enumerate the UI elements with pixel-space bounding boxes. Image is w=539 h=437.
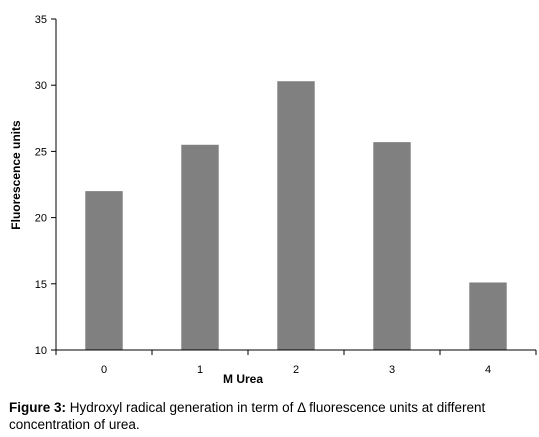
x-tick-label: 4 <box>485 364 491 376</box>
y-tick-label: 35 <box>35 14 47 26</box>
y-axis: 10 15 20 25 30 35 <box>35 14 57 357</box>
bar-4 <box>469 282 507 350</box>
figure-caption-label: Figure 3: <box>9 400 67 415</box>
figure-caption-text: Hydroxyl radical generation in term of Δ… <box>9 400 486 432</box>
x-tick-label: 0 <box>101 364 107 376</box>
y-tick-label: 30 <box>35 80 47 92</box>
y-tick-label: 15 <box>35 279 47 291</box>
bar-0 <box>85 191 123 350</box>
x-tick-label: 2 <box>293 364 299 376</box>
bar-1 <box>181 144 219 350</box>
y-axis-label: Fluorescence units <box>9 120 23 230</box>
figure-caption: Figure 3: Hydroxyl radical generation in… <box>9 399 533 433</box>
x-tick-label: 3 <box>389 364 395 376</box>
y-tick-label: 10 <box>35 345 47 357</box>
bar-chart: 10 15 20 25 30 35 0 1 2 3 4 Fluorescence units M … <box>9 14 537 386</box>
y-tick-label: 20 <box>35 213 47 225</box>
bar-2 <box>277 81 315 350</box>
y-tick-label: 25 <box>35 146 47 158</box>
x-axis-label: M Urea <box>223 372 263 386</box>
bars-group <box>85 81 507 350</box>
x-tick-label: 1 <box>197 364 203 376</box>
x-axis: 0 1 2 3 4 <box>55 349 537 376</box>
bar-3 <box>373 142 411 350</box>
